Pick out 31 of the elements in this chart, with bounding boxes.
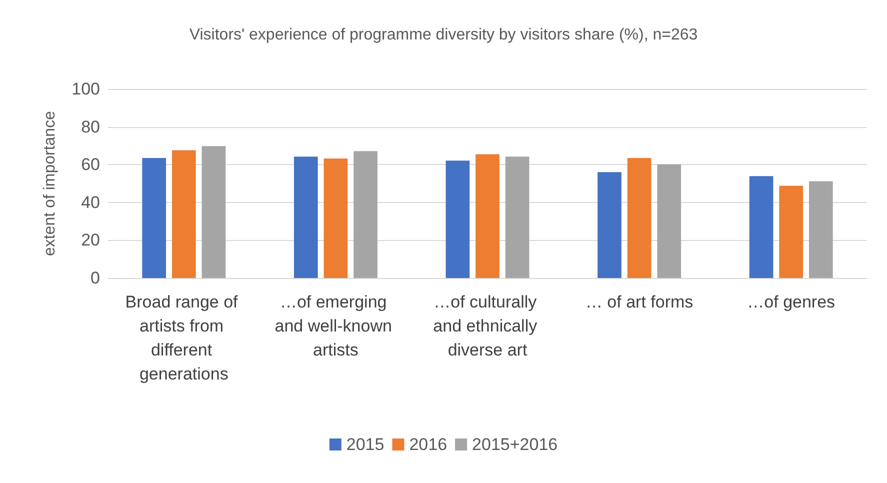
bar [476, 154, 500, 278]
bar [808, 181, 833, 278]
bar [294, 156, 318, 278]
x-tick-label: …of culturally and ethnically diverse art [433, 292, 542, 360]
y-tick-label: 0 [90, 268, 100, 288]
x-tick-label: … of art forms [585, 292, 694, 312]
bar [598, 172, 622, 278]
bar [324, 158, 348, 278]
bar [142, 158, 166, 278]
chart-title: Visitors' experience of programme diversity by visitors share (%), n=263 [189, 26, 698, 44]
legend-label: 2015 [346, 435, 384, 454]
y-tick-label: 80 [81, 117, 100, 136]
y-tick-label: 60 [81, 155, 100, 174]
bar [172, 150, 196, 278]
x-tick-label: …of emerging and well-known artists [274, 292, 397, 360]
legend-label: 2016 [409, 435, 448, 454]
bar [202, 146, 226, 278]
bar [627, 158, 652, 278]
y-tick-label: 40 [81, 192, 100, 212]
bar [505, 156, 530, 278]
bar [749, 176, 774, 278]
y-axis-title: extent of importance [42, 110, 58, 256]
bar [446, 160, 470, 278]
x-tick-label: …of genres [747, 292, 836, 312]
bar [657, 164, 682, 278]
bar [779, 186, 804, 278]
y-tick-label: 20 [81, 230, 100, 250]
legend-label: 2015+2016 [472, 435, 558, 454]
y-tick-label: 100 [72, 80, 100, 98]
x-tick-label: Broad range of artists from different generations [125, 292, 242, 384]
bar [354, 151, 378, 278]
